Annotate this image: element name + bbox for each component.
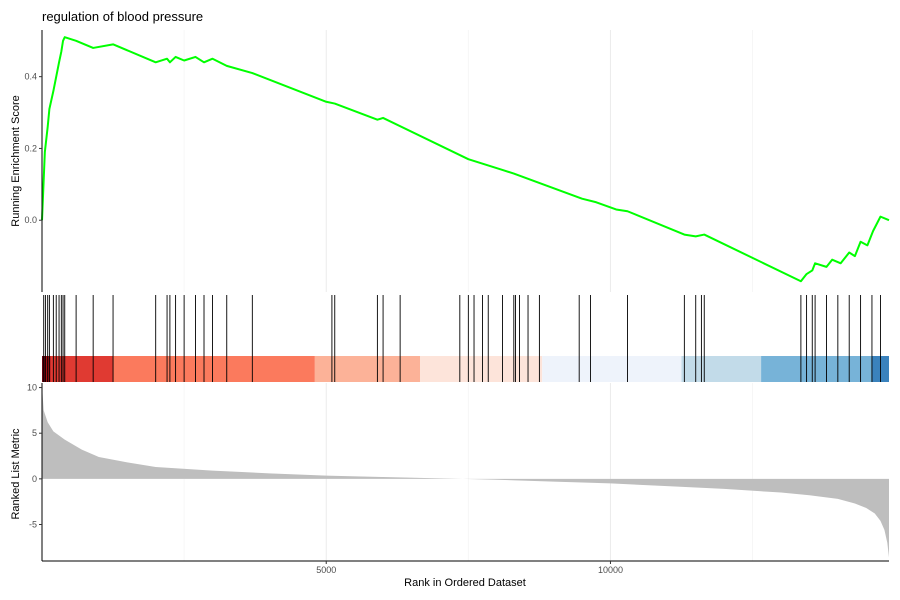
enrichment-score-line-path <box>41 36 890 283</box>
ranked-metric-area <box>42 385 889 558</box>
x-tick-label: 10000 <box>598 565 623 575</box>
es-y-tick-label: 0.2 <box>24 143 37 153</box>
metric-y-tick-label: -5 <box>29 519 37 529</box>
chart-title: regulation of blood pressure <box>42 9 203 24</box>
enrichment-score-line <box>41 36 890 283</box>
metric-y-tick-label: 5 <box>32 428 37 438</box>
metric-y-tick-label: 10 <box>27 383 37 393</box>
es-y-axis-label: Running Enrichment Score <box>10 95 22 226</box>
rank-band-segment <box>314 356 421 382</box>
grid-lines <box>183 30 753 561</box>
rank-color-band <box>42 356 889 382</box>
es-y-tick-label: 0.0 <box>24 215 37 225</box>
rank-band-segment <box>50 356 114 382</box>
rank-band-segment <box>113 356 315 382</box>
es-y-tick-label: 0.4 <box>24 72 37 82</box>
metric-y-axis-label: Ranked List Metric <box>10 428 22 520</box>
rank-band-segment <box>420 356 543 382</box>
x-tick-label: 5000 <box>316 565 336 575</box>
gene-hit-marks <box>43 295 881 382</box>
x-axis-label: Rank in Ordered Dataset <box>404 577 526 589</box>
axes <box>41 30 889 562</box>
metric-y-tick-label: 0 <box>32 474 37 484</box>
ranked-metric-area-path <box>42 385 889 558</box>
tick-labels: 0.0 0.2 0.4 -5 0 5 10 5000 10000 <box>24 72 622 575</box>
rank-band-segment <box>681 356 762 382</box>
rank-band-segment <box>761 356 872 382</box>
rank-band-segment <box>542 356 682 382</box>
